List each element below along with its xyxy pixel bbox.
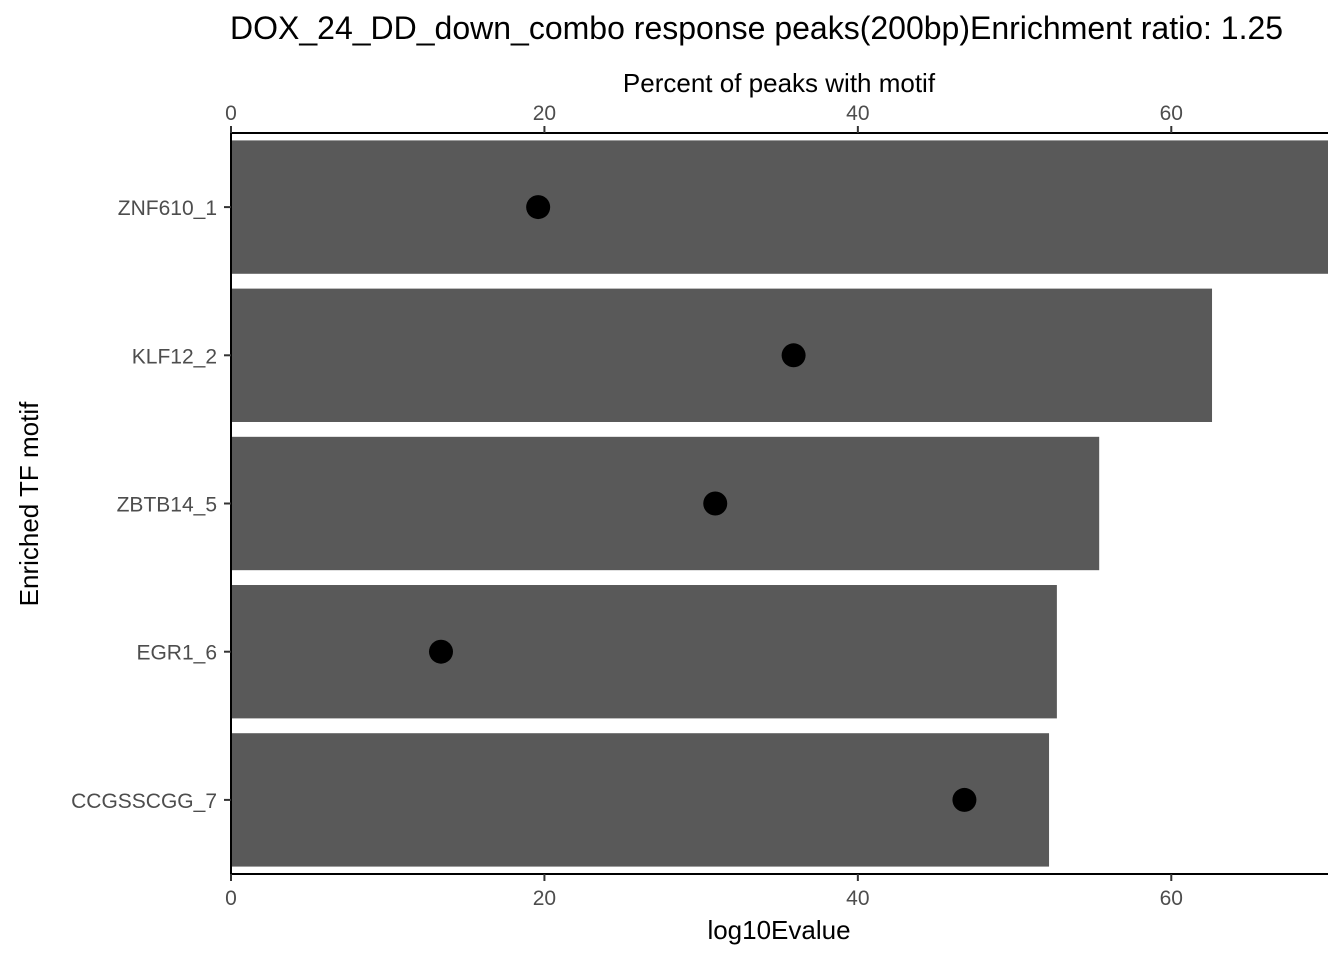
data-point xyxy=(428,639,453,664)
y-tick-label: ZNF610_1 xyxy=(118,197,217,220)
x2-tick-label: 60 xyxy=(1160,102,1183,125)
y-tick-label: CCGSSCGG_7 xyxy=(71,790,217,813)
data-point xyxy=(781,343,806,368)
x-tick-label: 40 xyxy=(846,887,869,910)
bar xyxy=(231,288,1213,422)
axes-layer: ZNF610_1 KLF12_2 ZBTB14_5 EGR1_6 CCGSSCGG_7 0… xyxy=(71,102,1328,910)
y-tick-label: ZBTB14_5 xyxy=(117,494,217,517)
bars-layer xyxy=(231,140,1328,867)
top-axis-label: Percent of peaks with motif xyxy=(623,68,936,98)
x2-tick-label: 20 xyxy=(533,102,556,125)
points-layer xyxy=(428,195,977,812)
y-axis-label: Enriched TF motif xyxy=(14,401,44,606)
x-tick-label: 60 xyxy=(1160,887,1183,910)
x2-tick-label: 40 xyxy=(846,102,869,125)
data-point xyxy=(526,195,551,220)
x-tick-label: 20 xyxy=(533,887,556,910)
x-tick-label: 0 xyxy=(225,887,237,910)
bar xyxy=(231,436,1100,571)
y-tick-label: KLF12_2 xyxy=(132,345,217,368)
chart-title: DOX_24_DD_down_combo response peaks(200b… xyxy=(230,10,1284,46)
bottom-axis-label: log10Evalue xyxy=(707,915,850,945)
bar xyxy=(231,733,1050,867)
bar xyxy=(231,585,1057,719)
bar xyxy=(231,140,1328,274)
y-tick-label: EGR1_6 xyxy=(136,642,217,665)
x2-tick-label: 0 xyxy=(225,102,237,125)
data-point xyxy=(952,787,977,812)
data-point xyxy=(703,491,728,516)
